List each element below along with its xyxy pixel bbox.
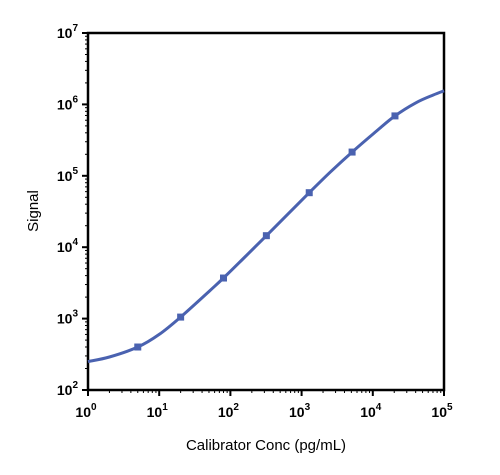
data-point	[262, 232, 270, 240]
x-tick-label: 102	[218, 402, 240, 420]
data-point	[305, 189, 313, 197]
y-tick-label: 106	[57, 94, 79, 112]
data-points	[134, 112, 399, 351]
x-tick-label: 105	[431, 402, 453, 420]
x-axis-label: Calibrator Conc (pg/mL)	[186, 437, 346, 454]
data-point	[134, 343, 142, 351]
data-point	[220, 274, 227, 282]
y-axis-ticks: 102 103 104 105 106 107	[57, 23, 88, 398]
data-point	[348, 148, 356, 156]
y-tick-label: 107	[57, 23, 79, 41]
plot-frame	[86, 31, 446, 392]
x-tick-label: 100	[75, 402, 97, 420]
data-point	[391, 112, 399, 120]
y-tick-label: 104	[57, 237, 79, 255]
x-tick-label: 104	[360, 402, 382, 420]
y-tick-label: 105	[57, 166, 79, 184]
y-tick-label: 102	[57, 380, 79, 398]
x-tick-label: 101	[147, 402, 169, 420]
x-tick-label: 103	[289, 402, 311, 420]
fit-curve-line	[87, 89, 445, 364]
data-point	[177, 313, 185, 321]
y-tick-label: 103	[57, 309, 79, 327]
y-axis-label: Signal	[25, 190, 42, 232]
x-axis-ticks: 100 101 102 103 104 105	[75, 390, 453, 420]
